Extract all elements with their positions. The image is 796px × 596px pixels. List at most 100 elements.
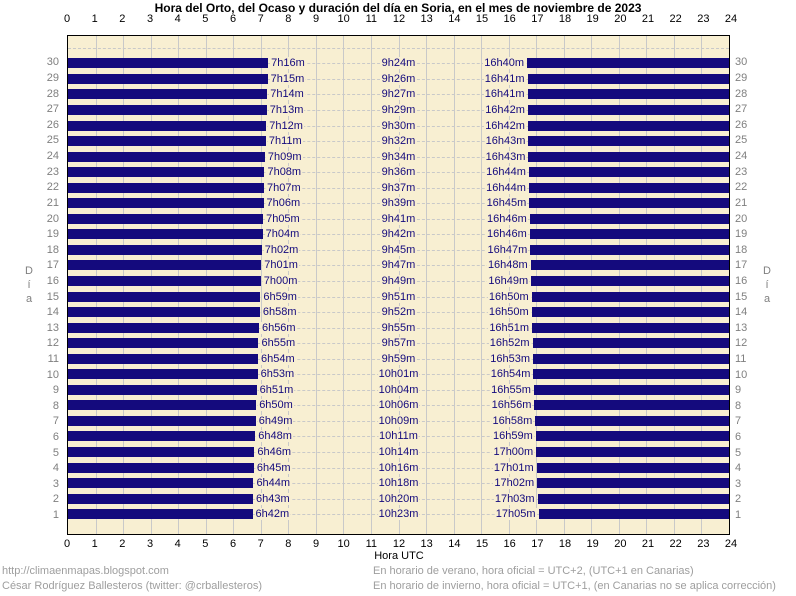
chart-title: Hora del Orto, del Ocaso y duración del …: [154, 1, 642, 15]
day-length-label: 10h11m: [378, 430, 419, 443]
hour-tick-label: 3: [146, 13, 154, 25]
day-number: 26: [46, 118, 59, 131]
day-row: 6h55m 9h57m 16h52m: [68, 335, 729, 351]
hour-tick-label: 5: [202, 13, 209, 25]
hour-tick-label: 9: [312, 538, 320, 550]
day-length-label: 10h16m: [377, 461, 420, 474]
night-bar-before-sunrise: [68, 244, 262, 255]
hour-tick-label: 5: [202, 538, 209, 550]
sunrise-time-label: 7h08m: [266, 166, 303, 179]
night-bar-after-sunset: [528, 182, 729, 193]
night-bar-before-sunrise: [68, 260, 262, 271]
sunset-time-label: 16h47m: [486, 243, 529, 256]
day-length-label: 9h55m: [380, 321, 417, 334]
y-axis-label-char: D: [25, 265, 33, 277]
empty-row: [68, 40, 729, 56]
day-length-label: 9h39m: [380, 197, 417, 210]
day-number: 3: [52, 477, 59, 490]
sunset-time-label: 16h49m: [487, 274, 530, 287]
sunset-time-label: 16h41m: [483, 88, 526, 101]
sunrise-time-label: 7h09m: [266, 150, 303, 163]
day-number: 5: [52, 446, 59, 459]
hour-tick-label: 10: [337, 538, 350, 550]
day-length-label: 9h30m: [380, 119, 417, 132]
night-bar-after-sunset: [528, 167, 729, 178]
sunset-time-label: 16h43m: [484, 135, 527, 148]
day-number: 6: [52, 431, 59, 444]
day-length-label: 9h41m: [380, 212, 417, 225]
day-length-label: 10h01m: [377, 368, 420, 381]
day-number: 4: [52, 462, 59, 475]
night-bar-before-sunrise: [68, 322, 259, 333]
day-number: 25: [46, 134, 59, 147]
night-bar-after-sunset: [529, 213, 729, 224]
sunset-time-label: 16h42m: [484, 103, 526, 116]
hour-tick-label: 1: [91, 538, 98, 550]
day-row: 7h09m 9h34m 16h43m: [68, 149, 729, 165]
night-bar-before-sunrise: [68, 104, 267, 115]
day-number: 3: [735, 477, 742, 490]
day-row: 6h42m 10h23m 17h05m: [68, 506, 729, 522]
hour-tick-label: 17: [531, 13, 544, 25]
sunrise-time-label: 7h15m: [269, 72, 306, 85]
day-number: 2: [735, 493, 742, 506]
night-bar-after-sunset: [529, 198, 729, 209]
credit-url: http://climaenmapas.blogspot.com: [2, 565, 169, 577]
hour-tick-label: 12: [392, 13, 406, 25]
sunrise-time-label: 7h04m: [264, 228, 301, 241]
night-bar-before-sunrise: [68, 73, 268, 84]
day-row: 7h15m 9h26m 16h41m: [68, 71, 729, 87]
sunset-time-label: 16h51m: [488, 321, 531, 334]
day-number: 13: [735, 321, 748, 334]
hour-tick-label: 18: [558, 538, 572, 550]
sunset-time-label: 16h53m: [489, 352, 531, 365]
sunset-time-label: 17h01m: [492, 461, 535, 474]
night-bar-before-sunrise: [68, 136, 266, 147]
day-row: 7h11m 9h32m 16h43m: [68, 133, 729, 149]
hour-tick-label: 17: [531, 538, 544, 550]
hour-tick-label: 22: [669, 13, 682, 25]
sunrise-time-label: 6h56m: [260, 321, 297, 334]
day-row: 7h13m 9h29m 16h42m: [68, 102, 729, 118]
sunset-time-label: 16h45m: [485, 197, 528, 210]
day-row: 6h56m 9h55m 16h51m: [68, 320, 729, 336]
night-bar-after-sunset: [535, 415, 729, 426]
day-number: 1: [52, 509, 59, 522]
day-row: 7h00m 9h49m 16h49m: [68, 273, 729, 289]
night-bar-after-sunset: [531, 291, 729, 302]
day-length-label: 9h27m: [380, 88, 417, 101]
sunrise-time-label: 6h58m: [261, 306, 298, 319]
night-bar-after-sunset: [528, 151, 729, 162]
day-number: 22: [46, 181, 59, 194]
night-bar-before-sunrise: [68, 229, 263, 240]
hour-tick-label: 16: [503, 538, 516, 550]
hour-gridline: [260, 36, 262, 534]
night-bar-before-sunrise: [68, 307, 260, 318]
hour-tick-label: 10: [337, 13, 350, 25]
night-bar-after-sunset: [532, 322, 729, 333]
night-bar-after-sunset: [536, 462, 729, 473]
hour-tick-label: 24: [724, 13, 738, 25]
night-bar-before-sunrise: [68, 400, 257, 411]
day-number: 15: [735, 290, 748, 303]
day-number: 24: [46, 150, 59, 163]
sunrise-time-label: 7h12m: [268, 119, 304, 132]
day-row: 6h49m 10h09m 16h58m: [68, 413, 729, 429]
day-number: 20: [46, 212, 59, 225]
hour-tick-label: 6: [229, 538, 237, 550]
hour-tick-label: 20: [614, 13, 627, 25]
night-bar-before-sunrise: [68, 151, 265, 162]
day-number: 14: [46, 306, 59, 319]
day-number: 30: [46, 56, 59, 69]
night-bar-before-sunrise: [68, 198, 264, 209]
y-axis-label-char: D: [763, 265, 771, 277]
day-number: 10: [46, 368, 59, 381]
y-axis-label-char: í: [27, 279, 31, 291]
night-bar-after-sunset: [530, 260, 729, 271]
y-axis-label-char: a: [25, 293, 33, 305]
night-bar-before-sunrise: [68, 369, 258, 380]
day-number: 8: [735, 399, 742, 412]
sunrise-time-label: 7h07m: [266, 181, 302, 194]
day-number: 29: [735, 72, 748, 85]
day-length-label: 9h47m: [380, 259, 417, 272]
